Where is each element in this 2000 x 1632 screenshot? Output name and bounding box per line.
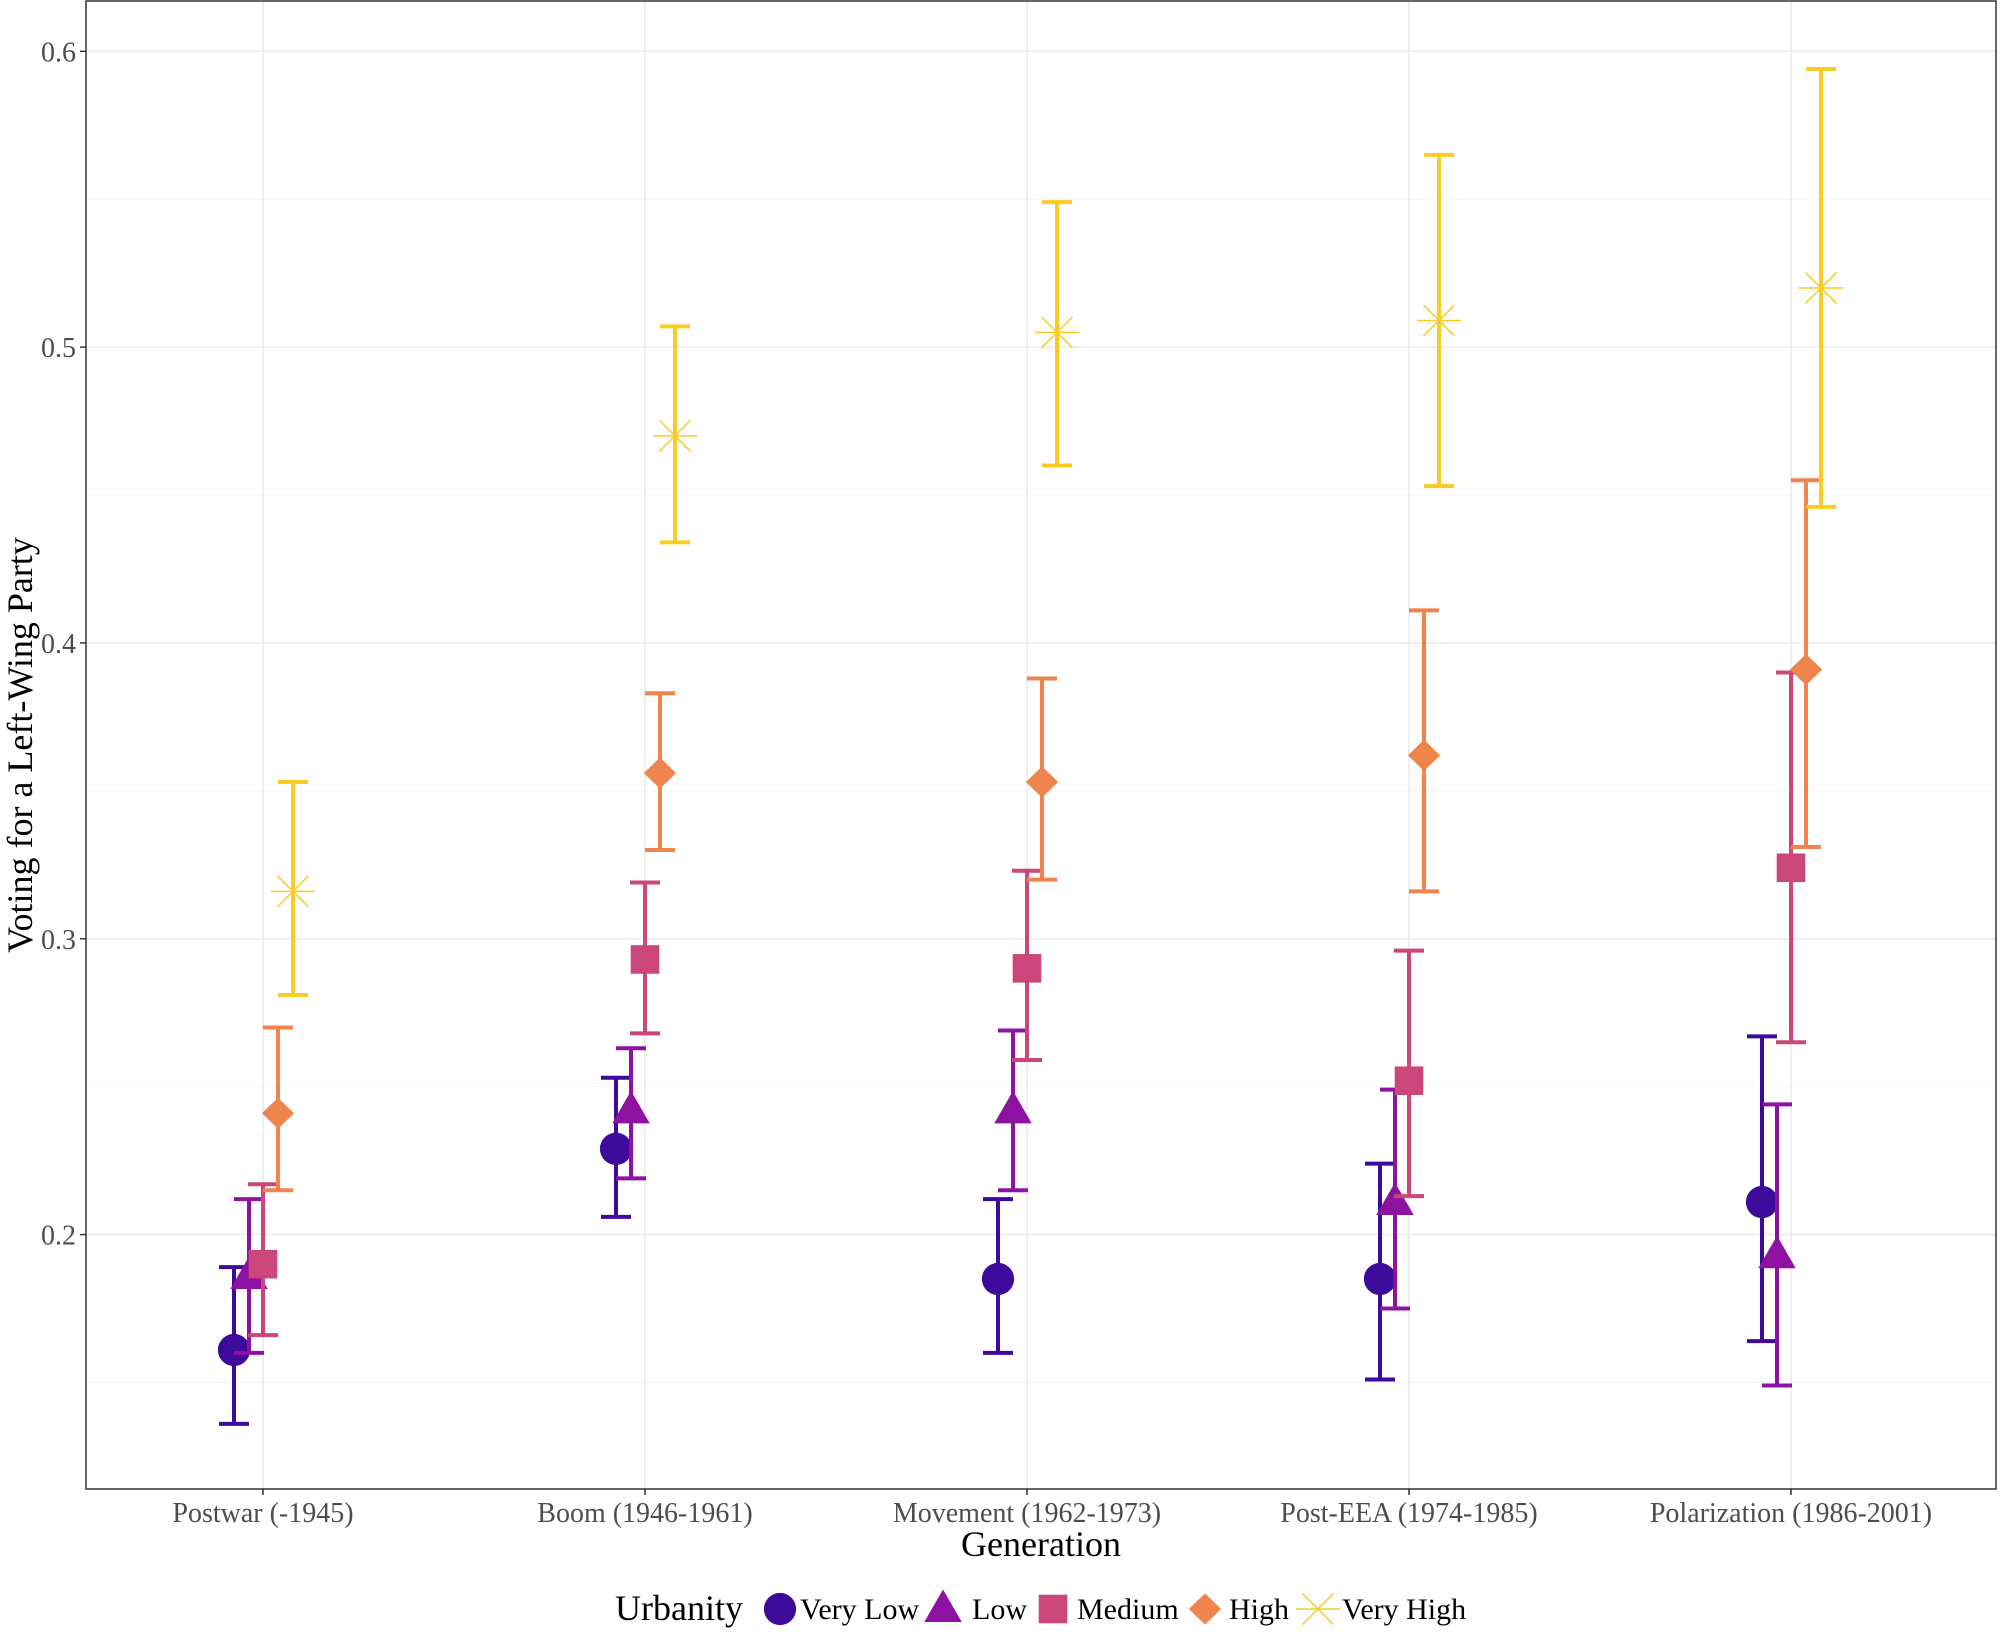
data-point <box>1789 653 1823 686</box>
data-point <box>599 1132 633 1165</box>
errorbar <box>1042 200 1072 468</box>
data-point <box>1407 739 1441 771</box>
data-point <box>261 1097 295 1129</box>
legend-key-square <box>1038 1594 1068 1624</box>
asterisk-stroke <box>658 419 692 452</box>
y-tick-label: 0.5 <box>41 333 76 364</box>
plot-panel-border <box>85 0 1997 1490</box>
asterisk-stroke <box>1301 1592 1335 1626</box>
data-point <box>1758 1235 1796 1269</box>
y-tick-label: 0.6 <box>41 37 76 68</box>
legend-label: Very Low <box>800 1593 919 1626</box>
data-point <box>1025 766 1059 798</box>
data-point <box>1012 954 1042 983</box>
data-point <box>1363 1262 1397 1296</box>
x-tick-label: Post-EEA (1974-1985) <box>1280 1498 1537 1529</box>
data-point <box>270 875 316 908</box>
data-point <box>1776 853 1806 883</box>
legend-key-diamond <box>1188 1593 1222 1625</box>
asterisk-stroke <box>1422 304 1456 337</box>
x-tick-label: Boom (1946-1961) <box>537 1498 752 1529</box>
asterisk-stroke <box>276 875 310 908</box>
x-tick-label: Postwar (-1945) <box>172 1498 353 1529</box>
y-axis: 0.2 0.3 0.4 0.5 0.6 <box>41 37 86 1252</box>
errorbar <box>660 324 690 545</box>
legend-key-circle <box>763 1592 797 1626</box>
legend-title: Urbanity <box>615 1588 743 1628</box>
series-very-low <box>217 1034 1779 1426</box>
legend-item: Very Low <box>763 1592 919 1626</box>
asterisk-stroke <box>1040 316 1074 349</box>
data-point <box>643 757 677 789</box>
errorbar <box>278 779 308 997</box>
data-point <box>1416 304 1462 337</box>
legend-item: High <box>1188 1593 1289 1626</box>
legend: Urbanity Very Low Low Medium High Very High <box>615 1588 1466 1628</box>
legend-key-triangle <box>924 1589 962 1622</box>
data-point <box>1034 316 1080 349</box>
data-point <box>994 1090 1032 1124</box>
legend-key-asterisk <box>1295 1592 1341 1626</box>
data-point <box>612 1090 650 1124</box>
series-high <box>261 478 1823 1193</box>
chart-marks <box>217 67 1844 1426</box>
legend-label: Low <box>972 1593 1027 1626</box>
data-point <box>1745 1185 1779 1219</box>
y-tick-label: 0.2 <box>41 1221 76 1252</box>
data-point <box>652 419 698 452</box>
x-axis: Postwar (-1945) Boom (1946-1961) Movement … <box>172 1489 1932 1529</box>
y-tick-label: 0.4 <box>41 629 76 660</box>
legend-item: Medium <box>1038 1593 1179 1626</box>
series-very-high <box>270 67 1844 997</box>
asterisk-stroke <box>1804 271 1838 304</box>
legend-label: High <box>1229 1593 1289 1626</box>
data-point <box>1798 271 1844 304</box>
legend-label: Medium <box>1077 1593 1179 1626</box>
series-low <box>230 1028 1796 1388</box>
x-tick-label: Polarization (1986-2001) <box>1650 1498 1932 1529</box>
x-tick-label: Movement (1962-1973) <box>893 1498 1161 1529</box>
data-point <box>248 1249 278 1279</box>
data-point <box>217 1333 251 1367</box>
x-axis-title: Generation <box>961 1524 1121 1564</box>
data-point <box>1376 1182 1414 1216</box>
legend-label: Very High <box>1342 1593 1466 1626</box>
legend-item: Very High <box>1295 1592 1466 1626</box>
data-point <box>1394 1066 1424 1096</box>
series-medium <box>248 670 1806 1338</box>
data-point <box>981 1262 1015 1296</box>
y-tick-label: 0.3 <box>41 925 76 956</box>
data-point <box>630 945 660 974</box>
y-axis-title: Voting for a Left-Wing Party <box>0 537 40 953</box>
legend-item: Low <box>924 1589 1027 1626</box>
